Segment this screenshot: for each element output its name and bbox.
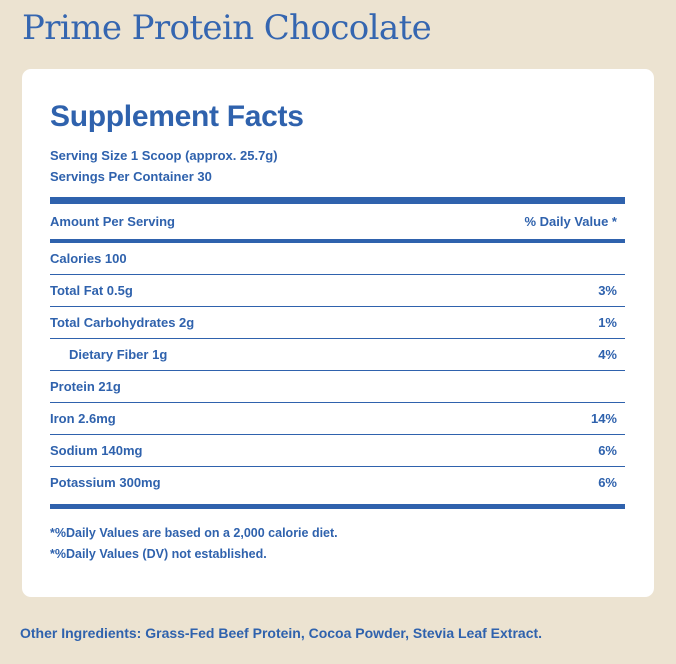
table-row-potassium: Potassium 300mg 6% — [50, 467, 625, 499]
nutrient-name: Sodium 140mg — [50, 443, 143, 458]
daily-value: 3% — [598, 283, 617, 298]
product-title: Prime Protein Chocolate — [22, 8, 432, 48]
top-rule — [50, 197, 625, 204]
serving-size: Serving Size 1 Scoop (approx. 25.7g) — [50, 148, 278, 163]
table-row-calories: Calories 100 — [50, 243, 625, 275]
daily-value: 14% — [590, 411, 617, 426]
daily-value: 1% — [598, 315, 617, 330]
table-row-protein: Protein 21g — [50, 371, 625, 403]
nutrient-name: Total Fat 0.5g — [50, 283, 133, 298]
supplement-facts-panel: Supplement Facts Serving Size 1 Scoop (a… — [22, 69, 654, 597]
nutrient-name: Calories 100 — [50, 251, 127, 266]
table-row-total-fat: Total Fat 0.5g 3% — [50, 275, 625, 307]
facts-table-header: Amount Per Serving % Daily Value * — [50, 204, 625, 239]
table-row-iron: Iron 2.6mg 14% — [50, 403, 625, 435]
daily-value: 4% — [598, 347, 617, 362]
nutrient-name: Total Carbohydrates 2g — [50, 315, 195, 330]
other-ingredients: Other Ingredients: Grass-Fed Beef Protei… — [20, 625, 543, 641]
nutrient-name: Potassium 300mg — [50, 475, 161, 490]
table-row-dietary-fiber: Dietary Fiber 1g 4% — [50, 339, 625, 371]
daily-value: 6% — [598, 443, 617, 458]
footnote-daily-values: *%Daily Values are based on a 2,000 calo… — [50, 526, 338, 540]
table-row-sodium: Sodium 140mg 6% — [50, 435, 625, 467]
amount-per-serving-label: Amount Per Serving — [50, 214, 175, 229]
table-row-total-carbohydrates: Total Carbohydrates 2g 1% — [50, 307, 625, 339]
footnote-dv-not-established: *%Daily Values (DV) not established. — [50, 547, 267, 561]
nutrient-name: Dietary Fiber 1g — [69, 347, 168, 362]
facts-table: Calories 100 Total Fat 0.5g 3% Total Car… — [50, 243, 625, 499]
header-rule — [50, 239, 625, 243]
supplement-facts-heading: Supplement Facts — [50, 100, 304, 133]
servings-per-container: Servings Per Container 30 — [50, 169, 212, 184]
nutrient-name: Protein 21g — [50, 379, 121, 394]
nutrient-name: Iron 2.6mg — [50, 411, 116, 426]
daily-value: 6% — [598, 475, 617, 490]
daily-value-label: % Daily Value * — [524, 214, 618, 229]
bottom-rule — [50, 504, 625, 509]
